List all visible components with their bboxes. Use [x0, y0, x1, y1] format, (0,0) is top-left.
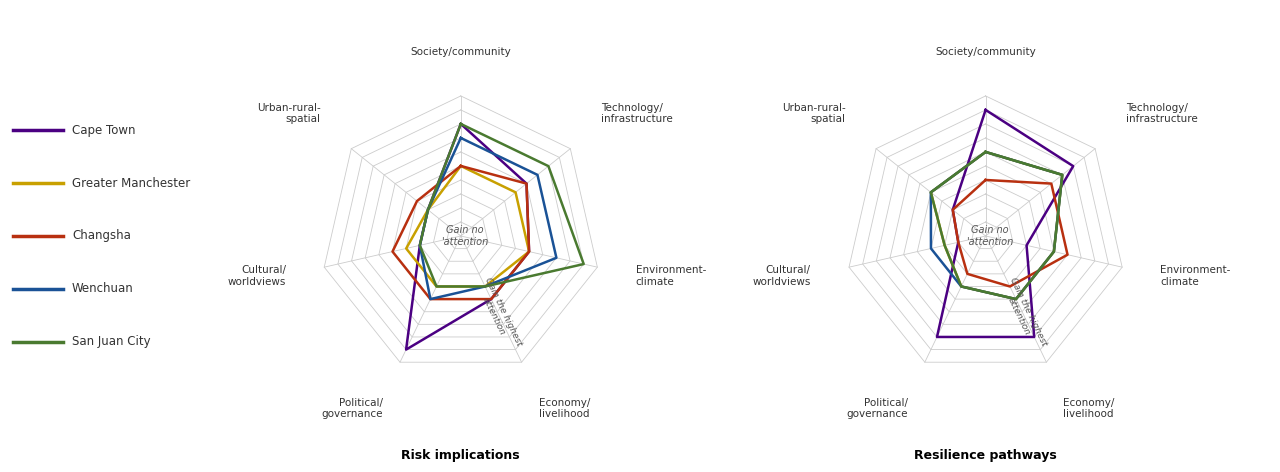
Text: Cultural/
worldviews: Cultural/ worldviews [753, 265, 810, 287]
Text: Political/
governance: Political/ governance [321, 397, 383, 419]
Text: Technology/
infrastructure: Technology/ infrastructure [602, 102, 673, 124]
Text: Greater Manchester: Greater Manchester [72, 177, 191, 190]
Text: Environment-
climate: Environment- climate [1161, 265, 1231, 287]
Text: Cape Town: Cape Town [72, 124, 136, 137]
Text: Gain no
'attention: Gain no 'attention [966, 225, 1014, 247]
Text: Gain no
'attention: Gain no 'attention [442, 225, 489, 247]
Text: Political/
governance: Political/ governance [846, 397, 908, 419]
Text: Resilience pathways: Resilience pathways [914, 449, 1057, 462]
Text: Society/community: Society/community [411, 47, 511, 57]
Text: Urban-rural-
spatial: Urban-rural- spatial [782, 102, 845, 124]
Text: Gain the highest
attention: Gain the highest attention [998, 277, 1048, 352]
Text: Changsha: Changsha [72, 229, 131, 243]
Text: Urban-rural-
spatial: Urban-rural- spatial [257, 102, 320, 124]
Text: Gain the highest
attention: Gain the highest attention [474, 277, 524, 352]
Text: Society/community: Society/community [936, 47, 1036, 57]
Text: Economy/
livelihood: Economy/ livelihood [539, 397, 590, 419]
Text: San Juan City: San Juan City [72, 335, 151, 348]
Text: Risk implications: Risk implications [402, 449, 520, 462]
Text: Environment-
climate: Environment- climate [636, 265, 707, 287]
Text: Economy/
livelihood: Economy/ livelihood [1064, 397, 1115, 419]
Text: Cultural/
worldviews: Cultural/ worldviews [228, 265, 285, 287]
Text: Technology/
infrastructure: Technology/ infrastructure [1126, 102, 1198, 124]
Text: Wenchuan: Wenchuan [72, 282, 133, 295]
